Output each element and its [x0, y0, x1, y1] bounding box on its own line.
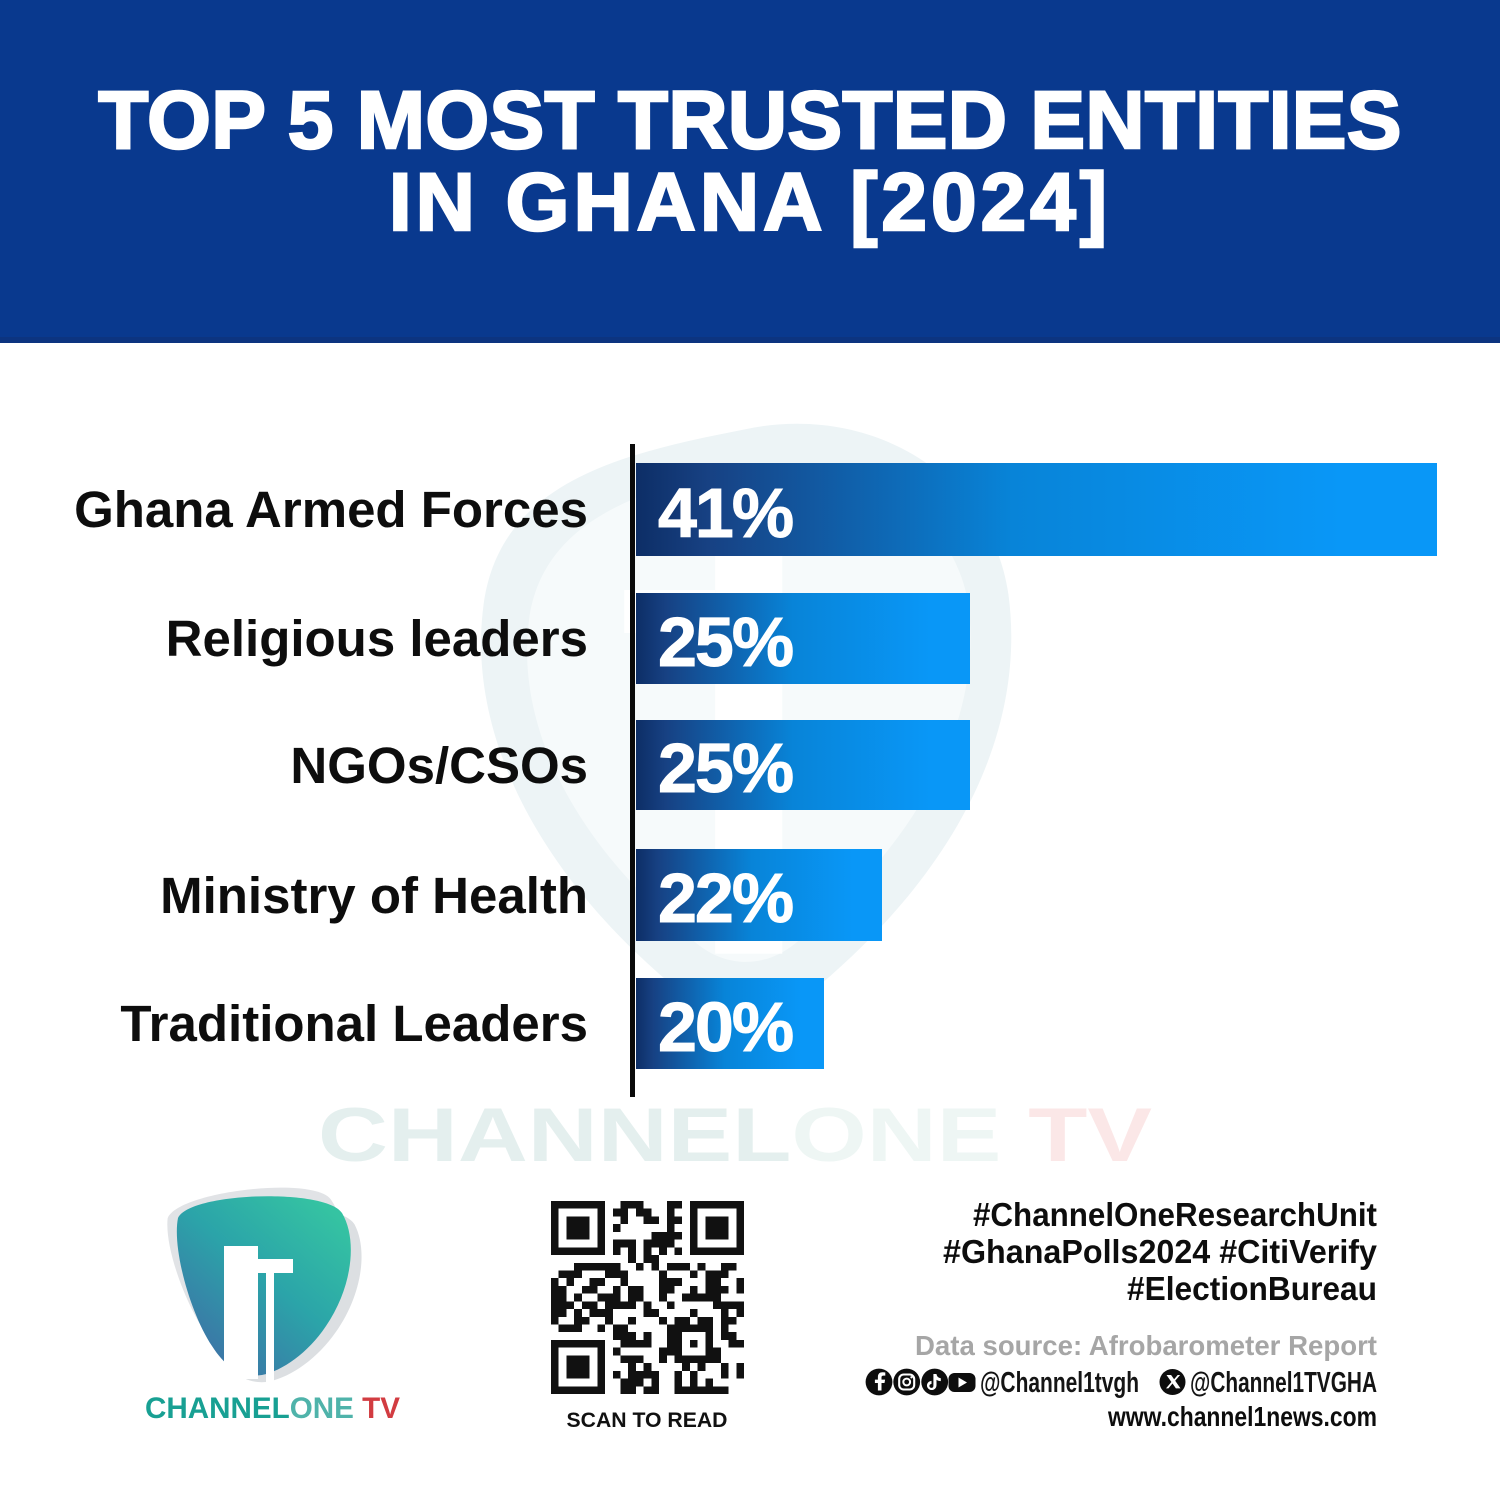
svg-text:CHANNELONE TV: CHANNELONE TV [145, 1392, 400, 1425]
svg-text:Data source: Afrobarometer Rep: Data source: Afrobarometer Report [915, 1330, 1377, 1361]
svg-text:#GhanaPolls2024 #CitiVerify: #GhanaPolls2024 #CitiVerify [943, 1233, 1378, 1270]
svg-text:SCAN TO READ: SCAN TO READ [567, 1409, 728, 1432]
svg-text:@Channel1TVGHA: @Channel1TVGHA [1190, 1367, 1377, 1399]
svg-text:#ChannelOneResearchUnit: #ChannelOneResearchUnit [973, 1196, 1377, 1233]
svg-text:www.channel1news.com: www.channel1news.com [1107, 1401, 1377, 1432]
svg-text:@Channel1tvgh: @Channel1tvgh [980, 1367, 1139, 1399]
svg-text:CHANNELONE TV: CHANNELONE TV [318, 1093, 1152, 1178]
svg-text:#ElectionBureau: #ElectionBureau [1127, 1270, 1377, 1307]
